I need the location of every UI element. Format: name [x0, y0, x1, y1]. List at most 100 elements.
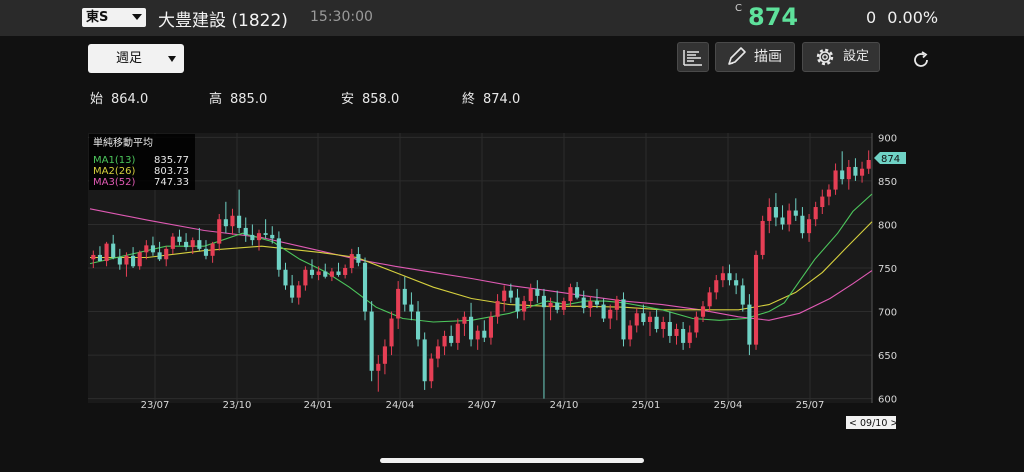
candle [820, 189, 825, 214]
candle [435, 339, 440, 368]
candle-body [555, 302, 560, 310]
candle-body [621, 299, 626, 340]
candle [217, 214, 222, 251]
y-tick-label: 700 [878, 308, 897, 319]
candle-body [813, 207, 818, 220]
y-tick-label: 850 [878, 177, 897, 188]
candle-body [541, 295, 547, 308]
price-change: 0 0.00% [866, 8, 938, 27]
candlestick-chart[interactable]: 900 850 800 750 700 650 600 23/07 23/10 24/01 24/… [0, 125, 1024, 435]
candle-body [382, 346, 387, 364]
candle-body [661, 322, 666, 329]
candle-body [376, 363, 381, 371]
candle [243, 217, 248, 242]
candle [203, 240, 209, 260]
candle [316, 266, 321, 281]
candle-body [369, 311, 374, 371]
candle-body [343, 268, 348, 275]
cursor-date-text: < 09/10 > [849, 418, 898, 429]
x-axis: 23/07 23/10 24/01 24/04 24/07 24/10 25/01 25/04… [141, 400, 825, 411]
period-selector[interactable]: 週足 [88, 44, 184, 73]
legend-ma3-name: MA3(52) [93, 177, 135, 188]
candle-body [164, 248, 169, 260]
candle-body [217, 219, 222, 244]
cursor-date[interactable]: < 09/10 > [846, 416, 898, 429]
candle-body [694, 316, 699, 333]
price-tag-text: 874 [881, 154, 900, 165]
draw-button[interactable]: 描画 [715, 42, 795, 72]
candle [555, 290, 560, 314]
candle-body [256, 233, 262, 241]
candle-body [237, 215, 242, 228]
candle [541, 288, 547, 399]
candle [753, 250, 759, 350]
candle [303, 266, 308, 291]
candle [131, 247, 136, 268]
market-selector[interactable]: 東S [82, 8, 146, 27]
candle [681, 322, 686, 350]
candle-body [681, 328, 686, 343]
candle [714, 274, 719, 300]
candle [833, 163, 838, 195]
candle [290, 274, 295, 303]
candle-body [117, 257, 122, 265]
settings-button[interactable]: 設定 [802, 42, 880, 72]
candle [787, 203, 792, 232]
y-tick-label: 750 [878, 264, 897, 275]
stock-code: (1822) [231, 11, 288, 31]
candle-body [150, 245, 156, 253]
candle [91, 250, 96, 268]
y-tick-label: 650 [878, 351, 897, 362]
indicator-list-button[interactable] [677, 42, 709, 72]
candle [256, 229, 262, 251]
candle-body [734, 280, 739, 286]
candle [144, 240, 149, 260]
candle-body [455, 323, 460, 343]
candle [336, 262, 341, 277]
candle-body [170, 236, 175, 249]
legend-ma2-value: 803.73 [154, 166, 189, 177]
candle-body [773, 207, 778, 218]
legend-box [89, 134, 195, 190]
candle [197, 227, 202, 251]
candle-body [833, 170, 838, 190]
candle-body [316, 271, 321, 275]
candle-body [462, 316, 467, 324]
current-price: 874 [748, 3, 799, 31]
candle-body [111, 243, 116, 258]
caret-down-icon [132, 14, 142, 20]
candle-body [396, 288, 401, 319]
candle-body [190, 240, 195, 248]
candle-body [714, 280, 719, 293]
candle-body [442, 335, 447, 347]
candle-body [435, 346, 440, 359]
candle [469, 302, 474, 347]
candle [184, 233, 189, 251]
candle [442, 330, 447, 356]
candle [462, 311, 467, 336]
candle [594, 288, 600, 309]
candle [628, 320, 633, 347]
candle-body [866, 160, 871, 169]
candle [150, 236, 156, 256]
candle-body [687, 332, 692, 343]
candle-body [429, 358, 434, 382]
legend-ma2-name: MA2(26) [93, 166, 135, 177]
candle [104, 241, 109, 267]
candle [296, 281, 301, 305]
candle [515, 288, 520, 319]
candle [767, 198, 772, 234]
candle [396, 281, 401, 329]
home-indicator[interactable] [380, 458, 644, 463]
candle [170, 233, 175, 255]
candle-body [482, 330, 487, 338]
x-tick-label: 24/04 [386, 400, 415, 411]
candle [641, 304, 646, 326]
refresh-icon[interactable] [909, 48, 933, 72]
candle [117, 248, 122, 270]
top-bar: 東S 大豊建設 (1822) 15:30:00 C 874 0 0.00% [0, 0, 1024, 36]
candle-body [230, 215, 235, 227]
x-tick-label: 23/10 [223, 400, 252, 411]
candle-body [568, 287, 573, 302]
candle [482, 320, 487, 343]
